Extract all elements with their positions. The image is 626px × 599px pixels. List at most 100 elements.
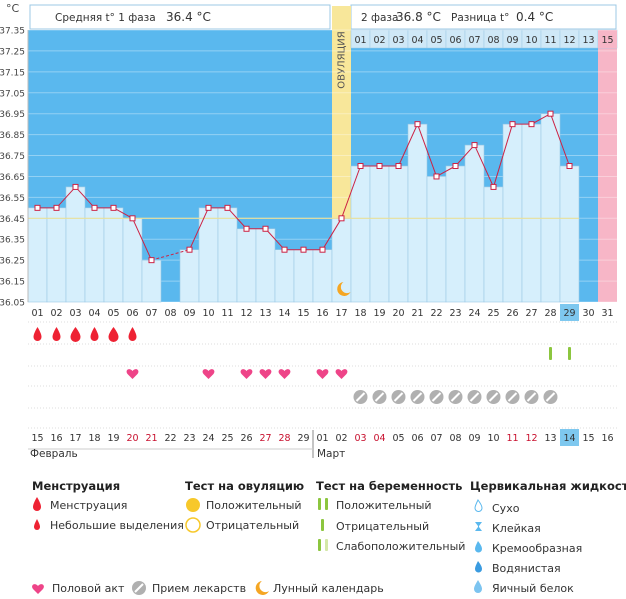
temperature-bar	[350, 165, 371, 303]
date-label: 07	[430, 433, 442, 444]
phase2-header	[350, 4, 617, 30]
temperature-bar	[103, 207, 124, 303]
temperature-point	[72, 183, 79, 190]
cycle-day-label: 04	[88, 308, 100, 319]
temperature-point	[319, 246, 326, 253]
temperature-line-segment	[436, 165, 456, 177]
cycle-day-label: 06	[126, 308, 138, 319]
pregnancy-test-icon	[549, 347, 552, 360]
y-tick-label: 36.95	[0, 110, 25, 120]
temperature-line-segment	[189, 207, 209, 250]
temperature-point	[566, 163, 573, 169]
date-label: 06	[411, 433, 423, 444]
pregtest-weak-icon-2	[325, 539, 328, 551]
pink-column	[598, 30, 617, 302]
legend: Менструация Менструация Небольшие выделе…	[32, 479, 626, 595]
phase1-label: Средняя t° 1 фаза	[55, 12, 156, 24]
legend-pregtest-title: Тест на беременность	[316, 479, 462, 493]
temperature-point	[509, 121, 516, 128]
date-label: 12	[525, 433, 537, 444]
date-label: 27	[259, 433, 271, 444]
temperature-line-segment	[132, 218, 152, 261]
ovtest-negative-icon	[185, 517, 201, 533]
y-tick-label: 37.05	[0, 89, 25, 99]
date-label: 17	[69, 433, 81, 444]
phase2-label: 2 фаза	[361, 12, 398, 24]
legend-menstruation-item: Менструация	[50, 499, 127, 512]
cycle-day-label: 08	[164, 308, 176, 319]
temperature-point	[262, 225, 269, 232]
menstruation-drop-icon	[90, 327, 99, 341]
date-label: 28	[278, 433, 290, 444]
temperature-bar	[445, 165, 466, 303]
date-label: 09	[468, 433, 480, 444]
legend-cervical-creamy: Кремообразная	[492, 542, 582, 555]
date-label: 21	[145, 433, 157, 444]
legend-spotting-item: Небольшие выделения	[50, 519, 184, 532]
moon-icon	[255, 581, 269, 595]
cycle-day-label: 11	[221, 308, 233, 319]
sticky-icon	[475, 522, 482, 531]
date-label: 19	[107, 433, 119, 444]
temperature-point	[186, 246, 193, 253]
temperature-bar	[331, 218, 352, 303]
menstruation-drop-icon	[108, 327, 119, 342]
temperature-point	[34, 204, 41, 211]
menstruation-drop-icon	[33, 327, 42, 341]
cycle-day-label: 29	[563, 308, 575, 319]
pill-icon-line	[469, 392, 480, 402]
y-tick-label: 37.35	[0, 27, 25, 37]
cycle-day-label: 20	[392, 308, 404, 319]
y-tick-label: 36.85	[0, 131, 25, 141]
menstruation-drop-icon	[70, 327, 81, 342]
drop-icon	[33, 497, 41, 511]
legend-moon: Лунный календарь	[273, 582, 384, 595]
temperature-point	[129, 215, 136, 222]
watery-icon	[475, 561, 482, 573]
cycle-day-label: 09	[183, 308, 195, 319]
heart-icon	[316, 369, 329, 379]
dry-icon	[474, 499, 483, 512]
date-label: 08	[449, 433, 461, 444]
temperature-bar	[540, 113, 561, 303]
top-day-label: 01	[354, 35, 366, 46]
date-label: 05	[392, 433, 404, 444]
temperature-bar	[483, 186, 504, 303]
pill-icon-line	[507, 392, 518, 402]
temperature-point	[53, 204, 60, 211]
cycle-day-label: 30	[582, 308, 594, 319]
temperature-bar	[65, 186, 86, 303]
phase1-value: 36.4 °C	[166, 10, 211, 24]
legend-pregtest-weak: Слабоположительный	[336, 540, 465, 553]
temperature-bar	[217, 207, 238, 303]
cycle-day-label: 01	[31, 308, 43, 319]
diff-label: Разница t°	[451, 12, 509, 24]
pregtest-positive-icon	[318, 498, 321, 510]
top-day-label: 08	[487, 35, 499, 46]
cycle-day-label: 23	[449, 308, 461, 319]
top-day-label: 15	[601, 35, 613, 46]
temperature-bar	[274, 249, 295, 303]
y-tick-label: 37.15	[0, 68, 25, 78]
top-day-label: 03	[392, 35, 404, 46]
today-cycle-cell	[560, 304, 579, 321]
temperature-bar	[426, 176, 447, 303]
marker-rows: 01 02 03 04 05 06 07 08 09 10 11 12 13 14 15 16 17 18 19 20…	[28, 304, 617, 460]
pill-icon-line	[374, 392, 385, 402]
pill-icon-line	[450, 392, 461, 402]
legend-ovtest-title: Тест на овуляцию	[185, 479, 304, 493]
temperature-line-segment	[227, 207, 247, 230]
temperature-bar	[388, 165, 409, 303]
cycle-day-label: 27	[525, 308, 537, 319]
temperature-bar	[179, 249, 200, 303]
temperature-bar	[236, 228, 257, 303]
pill-icon-line	[431, 392, 442, 402]
legend-cervical-watery: Водянистая	[492, 562, 561, 575]
temperature-point	[490, 183, 497, 190]
y-tick-label: 36.05	[0, 299, 25, 309]
date-label: 29	[297, 433, 309, 444]
pregtest-weak-icon	[318, 539, 321, 551]
y-tick-label: 36.75	[0, 152, 25, 162]
date-label: 15	[31, 433, 43, 444]
